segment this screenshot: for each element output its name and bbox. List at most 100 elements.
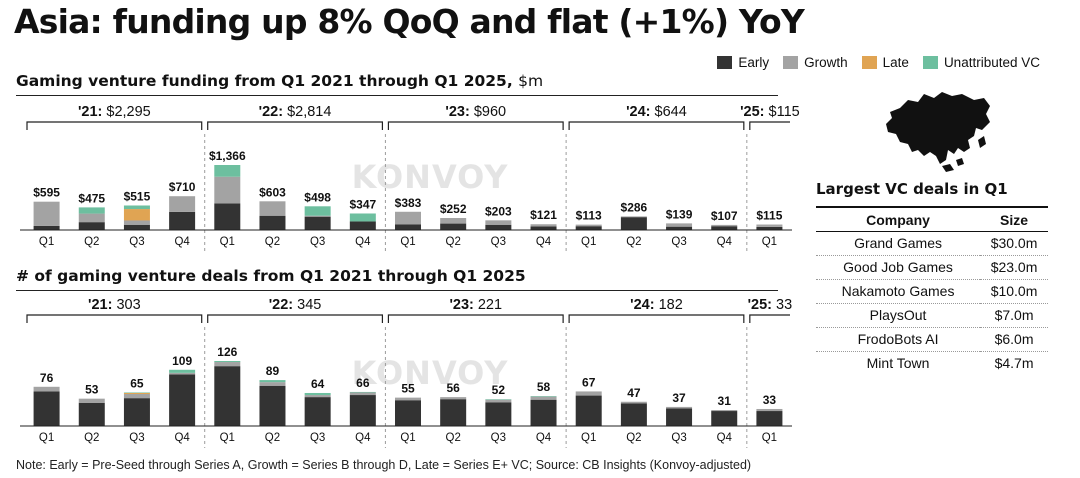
bar-segment-growth <box>530 396 557 400</box>
bar-segment-unattributed-vc <box>304 392 331 396</box>
bar-segment-early <box>123 398 150 426</box>
bar-segment-early <box>485 402 512 426</box>
bar-segment-unattributed-vc <box>259 380 286 383</box>
bar-segment-unattributed-vc <box>530 396 557 397</box>
company-cell: Good Job Games <box>816 255 981 280</box>
bar-value-label: $383 <box>395 196 422 210</box>
bar-segment-unattributed-vc <box>349 391 376 393</box>
bar-value-label: $347 <box>349 197 376 211</box>
legend-swatch <box>783 56 799 69</box>
bar-segment-growth <box>395 397 421 401</box>
bar-segment-early <box>756 411 783 426</box>
bar-segment-growth <box>756 408 783 412</box>
x-tick-label: Q3 <box>491 432 506 444</box>
bar-segment-growth <box>259 201 286 216</box>
funding-chart-title: Gaming venture funding from Q1 2021 thro… <box>16 72 544 90</box>
bar-value-label: $252 <box>440 202 467 216</box>
year-label: '25: $115 <box>740 104 800 120</box>
company-cell: Grand Games <box>816 231 981 256</box>
table-row: Grand Games $30.0m <box>816 231 1048 256</box>
year-label: '22: 345 <box>269 297 322 313</box>
bar-stack <box>440 397 467 426</box>
deals-chart-title: # of gaming venture deals from Q1 2021 t… <box>16 267 526 285</box>
bar-stack <box>666 406 693 426</box>
x-tick-label: Q1 <box>220 236 235 248</box>
bar-stack <box>395 397 421 426</box>
bar-segment-growth <box>78 398 105 403</box>
bar-segment-growth <box>666 223 693 227</box>
deals-chart: KONVOY '21: 303 '22: 345 '23: 221 '24: 182 '2… <box>20 297 792 448</box>
bar-segment-early <box>259 385 286 426</box>
year-bracket: '24: $644 <box>568 104 745 130</box>
bar-segment-growth <box>169 372 196 375</box>
bar-value-label: $113 <box>576 209 602 223</box>
year-label: '21: 303 <box>88 297 141 313</box>
bar-stack <box>530 224 557 230</box>
vc-deals-title: Largest VC deals in Q1 <box>816 180 1008 198</box>
bar-stack <box>259 201 286 230</box>
bar-stack <box>485 220 512 230</box>
bar-segment-early <box>78 402 105 426</box>
table-row: FrodoBots AI $6.0m <box>816 327 1048 352</box>
table-header-row: Company Size <box>816 206 1048 232</box>
bar-segment-early <box>575 395 602 426</box>
bar-segment-early <box>33 391 60 426</box>
bar-stack <box>575 224 602 230</box>
bar-segment-unattributed-vc <box>349 213 376 222</box>
bar-segment-growth <box>304 395 331 398</box>
table-row: Mint Town $4.7m <box>816 352 1048 376</box>
bar-segment-growth <box>620 401 647 404</box>
bar-segment-growth <box>711 224 738 227</box>
bar-segment-late <box>123 392 150 395</box>
year-label: '23: 221 <box>449 297 502 313</box>
bar-segment-growth <box>123 394 150 399</box>
legend-label: Early <box>738 55 770 70</box>
bar-stack <box>440 218 467 230</box>
company-header: Company <box>816 206 981 232</box>
bar-value-label: 31 <box>718 394 732 408</box>
bar-segment-growth <box>214 362 241 367</box>
bar-segment-growth <box>395 211 421 225</box>
x-tick-label: Q3 <box>310 236 325 248</box>
x-tick-label: Q3 <box>671 236 686 248</box>
legend-item-late: Late <box>861 55 909 70</box>
bar-segment-growth <box>756 224 783 227</box>
x-tick-label: Q2 <box>84 236 99 248</box>
legend-label: Late <box>882 55 909 70</box>
funding-title-rule <box>16 95 778 96</box>
bar-value-label: $603 <box>259 185 286 199</box>
bar-value-label: 58 <box>537 380 551 394</box>
bar-segment-early <box>440 399 467 426</box>
year-bracket: '24: 182 <box>568 297 745 323</box>
x-tick-label: Q3 <box>491 236 506 248</box>
bar-segment-early <box>259 215 286 230</box>
x-tick-label: Q1 <box>39 432 54 444</box>
bar-segment-growth <box>214 176 241 204</box>
bar-segment-early <box>169 374 196 426</box>
bar-segment-early <box>169 211 196 230</box>
bar-stack <box>169 196 196 230</box>
year-bracket: '25: 33 <box>748 297 792 323</box>
bar-segment-growth <box>711 410 738 412</box>
deals-title-rule <box>16 290 778 291</box>
legend-item-growth: Growth <box>783 55 848 70</box>
year-label: '23: $960 <box>445 104 506 120</box>
bar-segment-unattributed-vc <box>485 399 512 400</box>
size-header: Size <box>980 206 1048 232</box>
year-bracket: '21: $2,295 <box>26 104 203 130</box>
year-label: '22: $2,814 <box>259 104 332 120</box>
x-tick-label: Q4 <box>355 236 371 248</box>
bar-segment-growth <box>33 201 60 226</box>
company-cell: PlaysOut <box>816 303 981 328</box>
bar-segment-early <box>485 224 512 230</box>
x-tick-label: Q1 <box>400 432 415 444</box>
bar-segment-early <box>395 224 421 230</box>
bar-segment-early <box>666 226 693 230</box>
bar-stack <box>169 369 196 426</box>
bar-segment-early <box>78 222 105 230</box>
bar-stack <box>666 223 693 230</box>
x-tick-label: Q4 <box>717 236 733 248</box>
bar-stack <box>711 224 738 230</box>
bar-value-label: 76 <box>40 371 54 385</box>
bar-value-label: $107 <box>711 209 738 223</box>
